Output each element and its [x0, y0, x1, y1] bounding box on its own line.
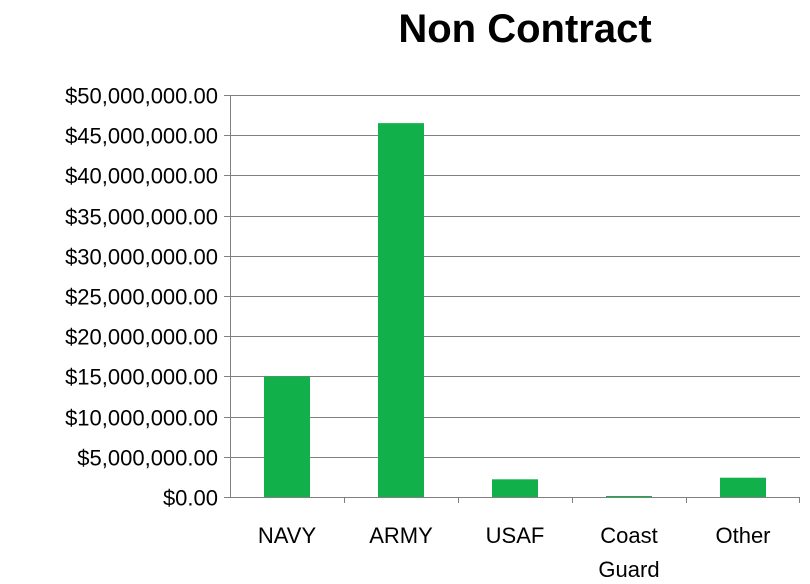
bar-usaf — [492, 479, 538, 497]
x-category-label-line: USAF — [486, 523, 545, 548]
bar-other — [720, 477, 766, 497]
y-tick-label: $50,000,000.00 — [65, 84, 218, 109]
bar-navy — [264, 376, 310, 497]
y-tick-label: $10,000,000.00 — [65, 406, 218, 431]
y-tick-labels: $0.00 $5,000,000.00 $10,000,000.00 $15,000,… — [65, 84, 218, 511]
y-tick-label: $20,000,000.00 — [65, 325, 218, 350]
y-tick-label: $30,000,000.00 — [65, 245, 218, 270]
y-tick-label: $25,000,000.00 — [65, 285, 218, 310]
x-category-label: ARMY — [369, 523, 433, 548]
x-category-label: USAF — [486, 523, 545, 548]
x-category-label: Other — [715, 523, 770, 548]
y-tick-label: $45,000,000.00 — [65, 124, 218, 149]
x-category-label: Coast Guard — [598, 523, 659, 582]
chart-title: Non Contract — [398, 7, 651, 51]
y-tick-label: $35,000,000.00 — [65, 205, 218, 230]
bars — [264, 123, 766, 497]
bar-coast-guard — [606, 496, 652, 497]
y-tick-label: $5,000,000.00 — [77, 446, 218, 471]
y-tick-label: $40,000,000.00 — [65, 164, 218, 189]
x-category-label: NAVY — [258, 523, 317, 548]
x-category-label-line: Coast — [600, 523, 657, 548]
x-category-labels: NAVY ARMY USAF Coast Guard Other — [258, 523, 771, 582]
y-tick-label: $15,000,000.00 — [65, 365, 218, 390]
x-category-label-line: Other — [715, 523, 770, 548]
x-category-label-line: NAVY — [258, 523, 317, 548]
bar-army — [378, 123, 424, 497]
gridlines — [230, 95, 800, 458]
x-category-label-line: ARMY — [369, 523, 433, 548]
y-tick-label: $0.00 — [163, 486, 218, 511]
axes — [224, 95, 800, 503]
x-category-label-line: Guard — [598, 557, 659, 582]
